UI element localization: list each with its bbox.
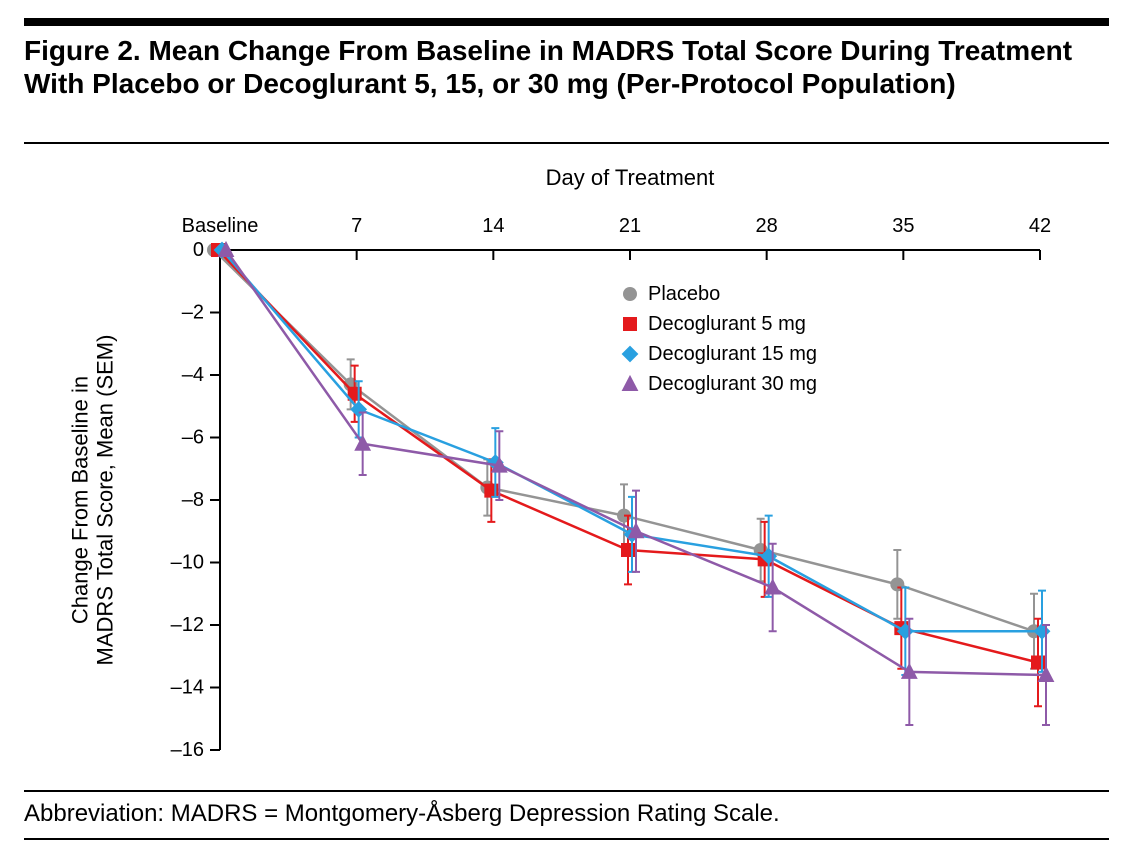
figure-footnote: Abbreviation: MADRS = Montgomery-Åsberg … bbox=[24, 800, 1109, 828]
legend-label: Decoglurant 15 mg bbox=[648, 343, 817, 365]
svg-text:MADRS Total Score, Mean (SEM): MADRS Total Score, Mean (SEM) bbox=[93, 335, 118, 666]
y-axis-title: Change From Baseline inMADRS Total Score… bbox=[67, 335, 117, 666]
y-tick-label: 0 bbox=[193, 239, 204, 261]
legend-label: Decoglurant 5 mg bbox=[648, 313, 806, 335]
y-tick-label: –8 bbox=[182, 489, 204, 511]
x-tick-label: 35 bbox=[892, 215, 914, 237]
x-tick-label: 7 bbox=[351, 215, 362, 237]
rule-above-footnote bbox=[24, 790, 1109, 792]
x-tick-label: 28 bbox=[756, 215, 778, 237]
x-tick-label: Baseline bbox=[182, 215, 259, 237]
x-tick-label: 14 bbox=[482, 215, 504, 237]
svg-text:Change From Baseline in: Change From Baseline in bbox=[67, 376, 92, 624]
x-tick-label: 42 bbox=[1029, 215, 1051, 237]
y-tick-label: –6 bbox=[182, 427, 204, 449]
series-line bbox=[226, 250, 1046, 675]
y-tick-label: –10 bbox=[171, 552, 204, 574]
y-tick-label: –12 bbox=[171, 614, 204, 636]
y-tick-label: –14 bbox=[171, 677, 204, 699]
legend-label: Placebo bbox=[648, 283, 720, 305]
rule-below-footnote bbox=[24, 838, 1109, 840]
series-line bbox=[214, 250, 1034, 631]
x-tick-label: 21 bbox=[619, 215, 641, 237]
chart-area: Day of Treatment Baseline 7 14 21 28 35 42 0 –2 –4… bbox=[0, 0, 1133, 867]
y-tick-label: –2 bbox=[182, 302, 204, 324]
series-line bbox=[222, 250, 1042, 631]
y-tick-label: –16 bbox=[171, 739, 204, 761]
y-tick-label: –4 bbox=[182, 364, 204, 386]
x-axis-title: Day of Treatment bbox=[546, 165, 715, 190]
chart-svg: Day of Treatment Baseline 7 14 21 28 35 42 0 –2 –4… bbox=[0, 0, 1133, 867]
legend-label: Decoglurant 30 mg bbox=[648, 373, 817, 395]
figure-container: Figure 2. Mean Change From Baseline in M… bbox=[0, 0, 1133, 867]
series-line bbox=[218, 250, 1038, 663]
